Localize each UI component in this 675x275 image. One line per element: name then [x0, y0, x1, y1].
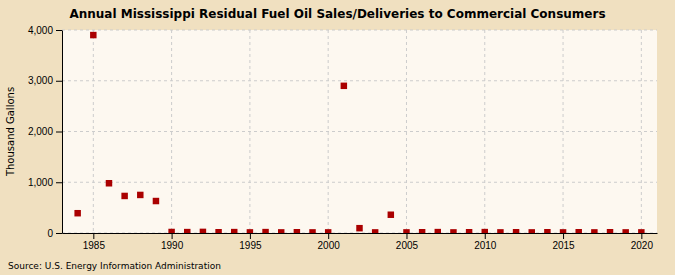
point	[638, 229, 644, 233]
y-tick: 2,000	[28, 126, 62, 137]
x-tick-label: 2010	[474, 240, 497, 251]
y-tick-mark	[56, 30, 62, 31]
x-tick: 2005	[396, 233, 419, 251]
x-tick-mark	[172, 233, 173, 239]
x-tick-label: 1995	[239, 240, 262, 251]
point	[341, 83, 347, 89]
plot: 1985 1990 1995 2000 2005 2010 2015 2020 0 1,000 2,…	[28, 25, 658, 251]
point	[309, 229, 315, 233]
point	[450, 229, 456, 233]
point	[372, 229, 378, 233]
x-tick-label: 2005	[396, 240, 419, 251]
point	[231, 229, 237, 233]
x-tick-label: 2015	[552, 240, 575, 251]
y-tick-mark	[56, 132, 62, 133]
y-grid-line	[62, 30, 657, 31]
x-tick: 2010	[474, 233, 497, 251]
y-axis-label: Thousand Gallons	[5, 87, 16, 177]
y-grid-line	[62, 131, 657, 132]
point	[435, 229, 441, 233]
y-tick: 0	[47, 228, 62, 239]
y-tick-label: 4,000	[28, 25, 53, 36]
y-tick-mark	[56, 233, 62, 234]
y-tick-label: 2,000	[28, 126, 53, 137]
point	[215, 229, 221, 233]
point	[513, 229, 519, 233]
y-tick: 1,000	[28, 177, 62, 188]
x-tick-label: 1990	[161, 240, 184, 251]
chart: 1985 1990 1995 2000 2005 2010 2015 2020 0 1,000 2,…	[0, 0, 675, 275]
point	[200, 229, 206, 233]
y-tick-label: 0	[47, 228, 53, 239]
point	[591, 229, 597, 233]
point	[622, 229, 628, 233]
point	[325, 229, 331, 233]
x-tick-mark	[563, 233, 564, 239]
x-tick-mark	[93, 233, 94, 239]
y-tick-mark	[56, 81, 62, 82]
point	[121, 193, 127, 199]
background	[0, 0, 675, 275]
point	[74, 210, 80, 216]
x-tick: 2015	[552, 233, 575, 251]
points	[74, 32, 644, 233]
x-tick-mark	[250, 233, 251, 239]
y-tick-mark	[56, 182, 62, 183]
x-tick-mark	[485, 233, 486, 239]
point	[137, 192, 143, 198]
y-grid-line	[62, 182, 657, 183]
point	[153, 198, 159, 204]
y-tick-label: 1,000	[28, 177, 53, 188]
x-tick-mark	[406, 233, 407, 239]
x-axis: 1985 1990 1995 2000 2005 2010 2015 2020	[63, 233, 658, 251]
x-tick: 1985	[83, 233, 106, 251]
point	[90, 32, 96, 38]
grid	[62, 30, 657, 233]
x-tick-label: 1985	[83, 240, 106, 251]
point	[388, 211, 394, 217]
point	[262, 229, 268, 233]
point	[482, 229, 488, 233]
y-axis-line	[62, 31, 63, 234]
y-tick-label: 3,000	[28, 75, 53, 86]
x-tick-mark	[328, 233, 329, 239]
point	[607, 229, 613, 233]
x-tick: 2000	[318, 233, 341, 251]
title: Annual Mississippi Residual Fuel Oil Sal…	[69, 7, 605, 21]
y-tick: 3,000	[28, 75, 62, 86]
x-tick: 1990	[161, 233, 184, 251]
x-tick: 1995	[239, 233, 262, 251]
point	[560, 229, 566, 233]
point	[403, 229, 409, 233]
point	[278, 229, 284, 233]
point	[575, 229, 581, 233]
point	[168, 229, 174, 233]
point	[247, 229, 253, 233]
point	[184, 229, 190, 233]
x-tick-label: 2000	[318, 240, 341, 251]
point	[419, 229, 425, 233]
x-tick: 2020	[631, 233, 654, 251]
y-tick: 4,000	[28, 25, 62, 36]
y-grid-line	[62, 233, 657, 234]
plot-background	[62, 30, 657, 233]
annotation: Source: U.S. Energy Information Administ…	[8, 261, 221, 271]
point	[106, 180, 112, 186]
point	[497, 229, 503, 233]
x-axis-line	[63, 233, 658, 234]
x-tick-mark	[641, 233, 642, 239]
x-tick-label: 2020	[631, 240, 654, 251]
y-axis: 0 1,000 2,000 3,000 4,000	[28, 25, 63, 239]
point	[466, 229, 472, 233]
point	[544, 229, 550, 233]
point	[294, 229, 300, 233]
y-grid-line	[62, 80, 657, 81]
point	[356, 225, 362, 231]
point	[528, 229, 534, 233]
